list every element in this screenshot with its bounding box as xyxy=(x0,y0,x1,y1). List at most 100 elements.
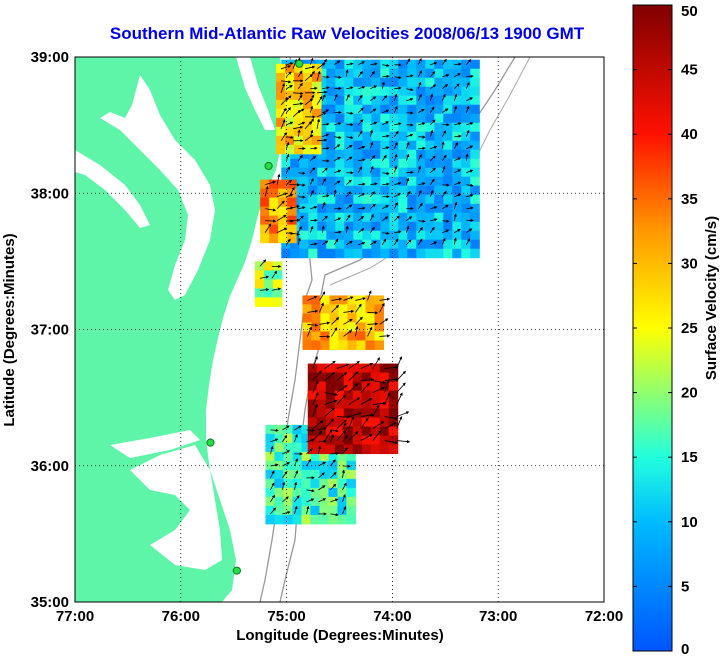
velocity-cell xyxy=(317,239,327,250)
velocity-arrow xyxy=(369,70,375,77)
velocity-cell xyxy=(371,212,381,223)
velocity-arrow xyxy=(307,326,312,337)
velocity-cell xyxy=(325,363,336,374)
velocity-arrow xyxy=(345,225,349,233)
velocity-cell xyxy=(416,122,426,133)
velocity-arrow xyxy=(306,498,315,503)
velocity-cell xyxy=(317,167,327,178)
velocity-cell xyxy=(380,212,390,223)
velocity-arrow xyxy=(396,439,411,444)
velocity-cell xyxy=(265,451,275,462)
velocity-arrow xyxy=(358,241,366,246)
velocity-cell xyxy=(326,239,336,250)
velocity-arrow xyxy=(280,65,292,70)
velocity-arrow xyxy=(370,108,377,114)
velocity-cell xyxy=(310,514,320,525)
velocity-cell xyxy=(326,248,336,259)
velocity-cell xyxy=(470,239,480,250)
velocity-cell xyxy=(311,313,321,323)
velocity-cell xyxy=(461,194,471,205)
velocity-cell xyxy=(443,122,453,133)
velocity-cell xyxy=(316,372,327,383)
velocity-cell xyxy=(371,194,381,205)
velocity-arrow xyxy=(417,165,422,173)
velocity-cell xyxy=(283,478,293,489)
velocity-arrow xyxy=(298,171,306,175)
velocity-cell xyxy=(443,194,453,205)
velocity-cell xyxy=(434,113,444,124)
colorbar-tick-label: 0 xyxy=(681,641,689,658)
velocity-cell xyxy=(281,149,291,160)
velocity-cell xyxy=(343,417,354,428)
velocity-arrow xyxy=(382,121,389,126)
velocity-arrow xyxy=(406,239,412,246)
velocity-cell xyxy=(326,185,336,196)
velocity-cell xyxy=(365,313,375,323)
velocity-arrow xyxy=(360,397,373,405)
velocity-cell xyxy=(452,176,462,187)
velocity-arrow xyxy=(330,513,339,517)
velocity-cell xyxy=(470,248,480,259)
velocity-arrow xyxy=(406,97,414,102)
velocity-arrow xyxy=(297,82,303,89)
velocity-cell xyxy=(343,426,354,437)
velocity-cell xyxy=(325,408,336,419)
velocity-arrow xyxy=(312,370,322,381)
velocity-cell xyxy=(276,63,286,74)
velocity-arrow xyxy=(310,86,318,90)
velocity-arrow xyxy=(384,365,399,370)
velocity-arrow xyxy=(355,325,359,337)
velocity-cell xyxy=(301,424,311,435)
velocity-arrow xyxy=(417,58,422,65)
velocity-cell xyxy=(361,408,372,419)
velocity-cell xyxy=(461,68,471,79)
velocity-arrow xyxy=(406,216,413,222)
velocity-arrow xyxy=(429,93,434,101)
velocity-cell xyxy=(416,77,426,88)
velocity-cell xyxy=(335,239,345,250)
velocity-cell xyxy=(283,460,293,471)
velocity-cell xyxy=(425,176,435,187)
velocity-cell xyxy=(265,469,275,480)
velocity-cell xyxy=(371,86,381,97)
velocity-arrow xyxy=(322,109,330,114)
velocity-arrow xyxy=(286,231,294,235)
velocity-cell xyxy=(299,221,309,232)
velocity-cell xyxy=(379,435,390,446)
velocity-cell xyxy=(329,340,339,350)
velocity-cell xyxy=(461,230,471,241)
velocity-cell xyxy=(278,206,288,217)
velocity-cell xyxy=(379,444,390,455)
velocity-cell xyxy=(425,140,435,151)
velocity-cell xyxy=(334,399,345,410)
velocity-arrow xyxy=(358,145,366,150)
velocity-cell xyxy=(470,158,480,169)
velocity-arrow xyxy=(430,61,438,66)
velocity-cell xyxy=(294,81,304,92)
velocity-arrow xyxy=(466,169,474,174)
velocity-arrow xyxy=(310,205,318,210)
velocity-arrow xyxy=(393,141,398,149)
velocity-arrow xyxy=(348,371,359,381)
velocity-cell xyxy=(353,221,363,232)
velocity-cell xyxy=(308,185,318,196)
velocity-cell xyxy=(294,144,304,155)
velocity-cell xyxy=(285,63,295,74)
velocity-arrow xyxy=(345,93,350,101)
velocity-cell xyxy=(283,487,293,498)
velocity-cell xyxy=(334,381,345,392)
velocity-cell xyxy=(329,331,339,341)
velocity-cell xyxy=(307,444,318,455)
velocity-cell xyxy=(370,426,381,437)
velocity-cell xyxy=(470,140,480,151)
velocity-arrow xyxy=(271,287,282,291)
velocity-cell xyxy=(344,194,354,205)
velocity-arrow xyxy=(369,129,373,137)
velocity-arrow xyxy=(298,195,306,199)
velocity-cell xyxy=(434,248,444,259)
velocity-cell xyxy=(301,487,311,498)
velocity-cell xyxy=(356,304,366,314)
velocity-cell xyxy=(425,248,435,259)
x-tick-label: 76:00 xyxy=(162,608,200,625)
velocity-arrow xyxy=(360,378,375,382)
